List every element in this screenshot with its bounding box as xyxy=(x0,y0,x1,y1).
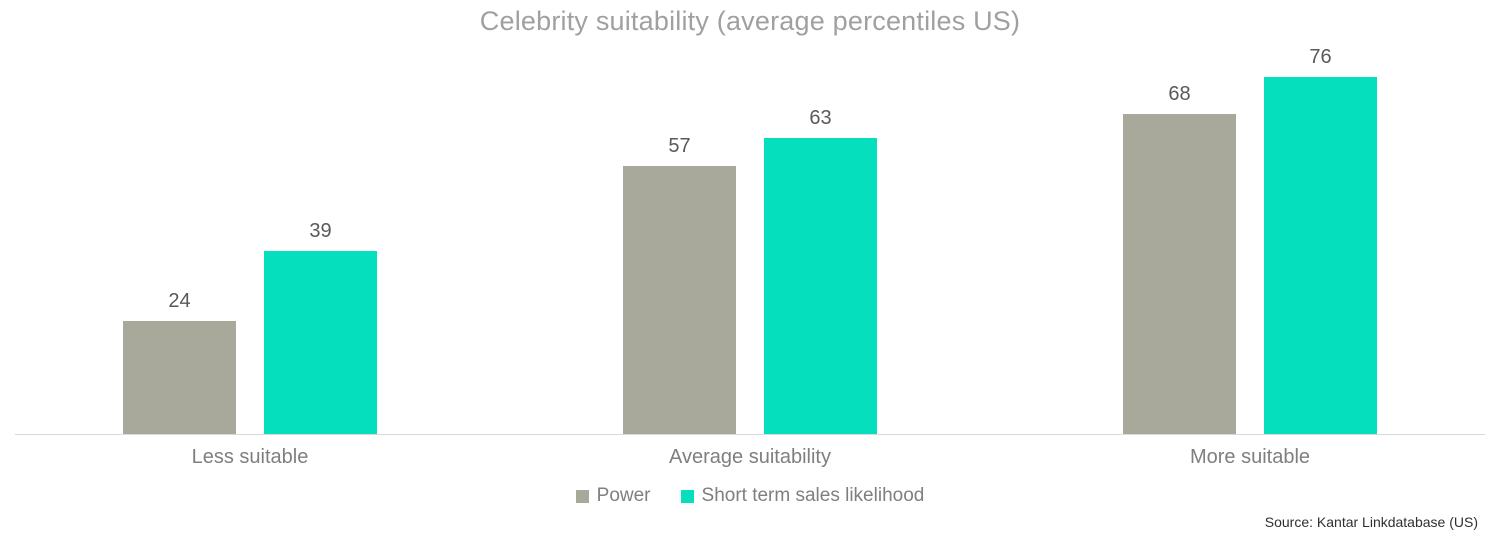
legend-swatch-icon xyxy=(680,489,694,503)
legend: Power Short term sales likelihood xyxy=(0,485,1500,507)
x-axis-line xyxy=(15,434,1485,435)
category-label-average-suitability: Average suitability xyxy=(669,446,831,468)
bar-short-term-sales-likelihood-less-suitable xyxy=(264,250,377,434)
bar-power-average-suitability xyxy=(623,166,736,434)
bar-wrap-power-more-suitable: 68 xyxy=(1123,83,1236,434)
legend-swatch-icon xyxy=(575,489,589,503)
bar-wrap-power-less-suitable: 24 xyxy=(123,290,236,434)
bar-wrap-short-term-sales-likelihood-more-suitable: 76 xyxy=(1264,46,1377,434)
plot-area: 24 39 57 63 68 76 xyxy=(0,44,1500,434)
legend-label: Power xyxy=(596,485,651,506)
category-label-less-suitable: Less suitable xyxy=(191,446,309,468)
legend-item-power: Power xyxy=(575,485,651,507)
bar-group-average-suitability: 57 63 xyxy=(500,44,1000,434)
bar-power-less-suitable xyxy=(123,321,236,434)
source-note: Source: Kantar Linkdatabase (US) xyxy=(1264,514,1478,530)
bar-group-less-suitable: 24 39 xyxy=(0,44,500,434)
bar-wrap-short-term-sales-likelihood-average-suitability: 63 xyxy=(764,107,877,434)
category-label-more-suitable: More suitable xyxy=(1189,446,1311,468)
bar-value-label: 76 xyxy=(1309,45,1332,68)
bar-wrap-short-term-sales-likelihood-less-suitable: 39 xyxy=(264,220,377,434)
bar-group-more-suitable: 68 76 xyxy=(1000,44,1500,434)
bar-power-more-suitable xyxy=(1123,114,1236,434)
bar-value-label: 39 xyxy=(309,219,332,242)
chart-title: Celebrity suitability (average percentil… xyxy=(479,6,1021,36)
legend-item-short-term-sales-likelihood: Short term sales likelihood xyxy=(680,485,925,507)
bar-value-label: 24 xyxy=(168,290,191,313)
category-axis: Less suitable Average suitability More sui… xyxy=(0,446,1500,469)
bar-value-label: 57 xyxy=(668,135,691,158)
bar-wrap-power-average-suitability: 57 xyxy=(623,135,736,434)
bar-value-label: 68 xyxy=(1168,83,1191,106)
bar-value-label: 63 xyxy=(809,106,832,129)
bar-short-term-sales-likelihood-average-suitability xyxy=(764,137,877,434)
bar-short-term-sales-likelihood-more-suitable xyxy=(1264,76,1377,434)
legend-label: Short term sales likelihood xyxy=(701,485,925,506)
